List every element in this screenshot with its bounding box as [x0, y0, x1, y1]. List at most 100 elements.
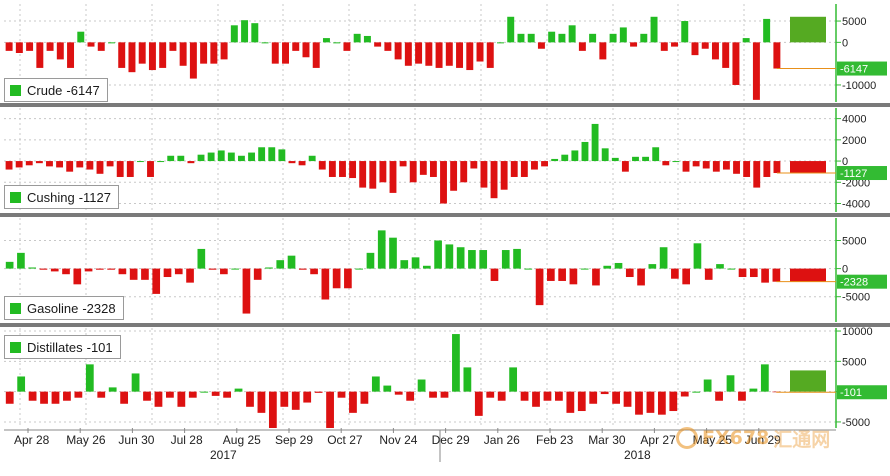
bar-cushing	[702, 161, 710, 169]
y-tick-label-crude: 5000	[842, 16, 866, 28]
bar-cushing	[66, 161, 74, 172]
bar-gasoline	[344, 268, 352, 289]
bar-cushing	[632, 156, 639, 162]
bar-distillates	[749, 388, 758, 392]
latest-value-badge-cushing	[837, 166, 887, 181]
bar-crude	[322, 38, 330, 43]
bar-gasoline	[84, 268, 93, 272]
bar-gasoline	[96, 268, 104, 270]
y-tick-label-cushing: -4000	[842, 199, 870, 211]
y-tick-label-gasoline: -5000	[842, 292, 870, 304]
bar-cushing	[429, 161, 437, 177]
bar-crude	[497, 42, 504, 44]
bar-crude	[589, 33, 597, 43]
bar-crude	[507, 16, 515, 43]
bar-crude	[404, 42, 412, 66]
bar-crude	[189, 42, 197, 79]
bar-crude	[36, 42, 44, 68]
bar-crude	[527, 33, 535, 43]
bar-crude	[630, 42, 638, 47]
y-tick-label-cushing: -2000	[842, 177, 870, 189]
bar-distillates	[577, 391, 586, 412]
bar-cushing	[86, 161, 94, 170]
bar-crude	[282, 42, 289, 64]
x-tick-label: Jul 28	[171, 433, 203, 447]
bar-gasoline	[468, 250, 476, 269]
bar-gasoline	[603, 265, 612, 269]
bar-distillates	[177, 391, 186, 407]
x-tick-label: Jun 30	[118, 433, 154, 447]
bar-gasoline	[73, 268, 82, 285]
bar-gasoline	[738, 268, 747, 278]
bar-cushing	[106, 161, 114, 167]
bar-cushing	[581, 141, 589, 162]
bar-distillates	[349, 391, 357, 413]
bar-cushing	[328, 161, 336, 177]
bar-cushing	[722, 161, 730, 170]
bar-gasoline	[625, 268, 634, 278]
bar-cushing	[56, 161, 64, 168]
x-tick-label: Aug 25	[223, 433, 261, 447]
bar-crude	[15, 42, 23, 53]
latest-value-text-distillates: -101	[840, 387, 862, 399]
bar-cushing	[652, 147, 660, 162]
bar-cushing	[298, 161, 306, 166]
bar-distillates	[543, 391, 552, 401]
bar-cushing	[611, 157, 619, 162]
bar-distillates	[108, 387, 117, 392]
legend-distillates: Distillates -101	[4, 335, 121, 359]
bar-cushing	[399, 161, 407, 167]
bar-crude	[220, 42, 228, 60]
bar-distillates	[63, 391, 71, 401]
highlight-bar-crude	[790, 16, 826, 43]
bar-cushing	[500, 161, 508, 190]
bar-gasoline	[693, 243, 702, 269]
bar-gasoline	[141, 268, 149, 280]
bar-cushing	[541, 161, 548, 167]
legend-swatch	[10, 84, 21, 96]
bar-gasoline	[17, 252, 25, 269]
bar-cushing	[46, 161, 53, 167]
bar-gasoline	[648, 264, 657, 269]
bar-crude	[701, 42, 709, 49]
legend-label-cushing: Cushing	[27, 189, 75, 205]
x-tick-label: Apr 27	[640, 433, 676, 447]
bar-cushing	[682, 161, 690, 172]
bar-cushing	[621, 161, 629, 172]
bar-crude	[568, 25, 576, 43]
bar-cushing	[227, 152, 235, 162]
bar-gasoline	[152, 268, 161, 294]
bar-crude	[302, 42, 310, 58]
bar-cushing	[672, 161, 680, 163]
y-tick-label-distillates: 10000	[842, 326, 873, 338]
bar-gasoline	[163, 268, 172, 278]
bar-gasoline	[411, 257, 420, 269]
bar-gasoline	[479, 250, 488, 269]
bar-gasoline	[772, 268, 781, 282]
x-tick-label: Mar 30	[588, 433, 626, 447]
bar-crude	[353, 33, 361, 43]
bar-distillates	[417, 379, 426, 392]
bar-cushing	[126, 161, 134, 177]
bar-gasoline	[242, 268, 251, 314]
bar-cushing	[601, 148, 609, 162]
bar-cushing	[349, 161, 357, 179]
bar-distillates	[635, 391, 643, 415]
bar-distillates	[5, 391, 14, 404]
bar-gasoline	[197, 248, 206, 269]
bar-distillates	[28, 391, 37, 401]
legend-label-crude: Crude	[27, 82, 63, 98]
x-tick-label: Sep 29	[275, 433, 313, 447]
bar-gasoline	[118, 268, 127, 275]
bar-gasoline	[174, 268, 183, 275]
bar-gasoline	[513, 248, 521, 269]
bar-gasoline	[592, 268, 600, 286]
bar-gasoline	[355, 268, 364, 270]
bar-distillates	[211, 391, 220, 396]
bar-distillates	[497, 391, 506, 401]
legend-label-distillates: Distillates	[27, 339, 83, 355]
bar-distillates	[314, 391, 323, 393]
bar-gasoline	[129, 268, 138, 280]
bar-cushing	[136, 161, 144, 163]
bar-cushing	[369, 161, 377, 189]
